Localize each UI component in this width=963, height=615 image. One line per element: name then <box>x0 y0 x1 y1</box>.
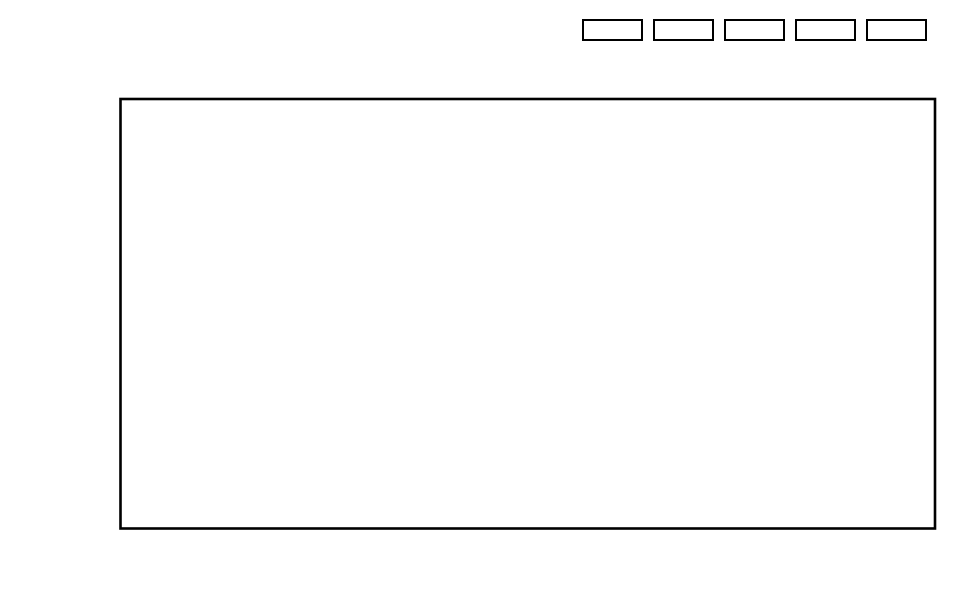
legend-swatch-mode-1 <box>582 19 643 41</box>
legend-swatch-mode-2 <box>653 19 714 41</box>
legend-swatch-mode-4 <box>795 19 856 41</box>
legend-swatch-mode-3 <box>724 19 785 41</box>
legend-swatch-mode-5 <box>866 19 927 41</box>
plot-frame <box>119 97 937 530</box>
